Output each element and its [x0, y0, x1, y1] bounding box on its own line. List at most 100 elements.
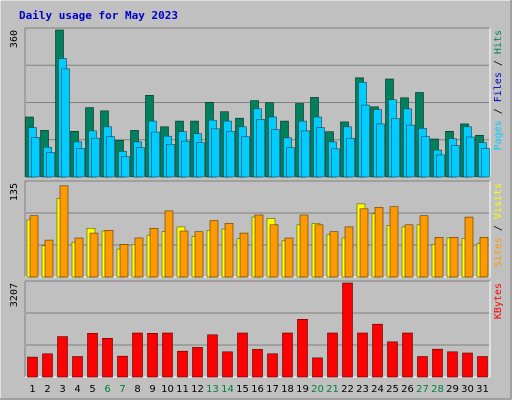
legend-entry: /	[493, 219, 504, 237]
x-axis-labels: 1 2 3 4 5 6 7 8 9 10 11 12 13 14 15 16 17 18 19 20 21 22 23 24 2…	[29, 384, 489, 395]
x-tick-label: 29	[446, 384, 459, 395]
series-legend: Sites / Visits	[493, 183, 504, 267]
bar-pages-19	[301, 130, 310, 178]
bar-kbytes-31	[477, 356, 488, 378]
legend-entry: /	[493, 102, 504, 120]
bar-kbytes-4	[72, 356, 83, 378]
bar-pages-6	[106, 136, 115, 178]
bar-pages-23	[361, 104, 370, 178]
bar-pages-10	[166, 144, 175, 178]
bar-kbytes-17	[267, 353, 278, 378]
series-pages	[31, 68, 490, 178]
x-tick-label: 10	[161, 384, 174, 395]
bar-pages-8	[136, 147, 145, 178]
bar-kbytes-7	[117, 355, 128, 378]
legend-entry: Hits	[493, 30, 504, 54]
x-tick-label: 19	[296, 384, 309, 395]
bar-pages-13	[211, 128, 220, 178]
bar-kbytes-16	[252, 349, 263, 378]
x-tick-label: 4	[74, 384, 80, 395]
bar-sites-28	[434, 237, 444, 278]
bar-kbytes-20	[312, 357, 323, 378]
bar-pages-31	[481, 148, 490, 178]
legend-entry: Pages	[493, 120, 504, 150]
bar-pages-24	[376, 123, 385, 178]
x-tick-label: 5	[89, 384, 95, 395]
x-tick-label: 16	[251, 384, 264, 395]
x-tick-label: 31	[476, 384, 489, 395]
bar-sites-27	[419, 215, 429, 278]
x-tick-label: 3	[59, 384, 65, 395]
x-tick-label: 23	[356, 384, 369, 395]
bar-sites-24	[374, 207, 384, 278]
bar-kbytes-10	[162, 332, 173, 378]
bar-kbytes-12	[192, 347, 203, 378]
x-tick-label: 28	[431, 384, 444, 395]
bar-kbytes-24	[372, 323, 383, 378]
bar-sites-29	[449, 237, 459, 278]
x-tick-label: 11	[176, 384, 189, 395]
bar-pages-4	[76, 148, 85, 178]
bar-sites-25	[389, 206, 399, 278]
bar-sites-22	[344, 226, 354, 278]
x-tick-label: 14	[221, 384, 234, 395]
bar-sites-1	[29, 215, 39, 278]
bar-sites-9	[149, 228, 159, 278]
bar-sites-16	[254, 214, 264, 278]
bar-sites-6	[104, 230, 114, 278]
bar-kbytes-18	[282, 332, 293, 378]
panel-kbytes: 3207 KBytes	[9, 280, 504, 378]
bar-kbytes-8	[132, 332, 143, 378]
series-legend: KBytes	[493, 283, 504, 319]
x-tick-label: 12	[191, 384, 204, 395]
bar-kbytes-30	[462, 352, 473, 378]
bar-sites-14	[224, 223, 234, 278]
x-tick-label: 22	[341, 384, 354, 395]
bar-sites-2	[44, 239, 54, 278]
bar-sites-18	[284, 237, 294, 278]
bar-kbytes-5	[87, 332, 98, 378]
bar-kbytes-13	[207, 334, 218, 378]
legend-entry: Files	[493, 72, 504, 102]
y-max-label: 3207	[9, 283, 20, 307]
bar-sites-4	[74, 237, 84, 278]
bar-pages-1	[31, 137, 40, 178]
bar-kbytes-26	[402, 332, 413, 378]
bar-kbytes-1	[27, 356, 38, 378]
legend-entry: /	[493, 54, 504, 72]
bar-kbytes-23	[357, 332, 368, 378]
x-tick-label: 8	[134, 384, 140, 395]
bar-sites-23	[359, 208, 369, 278]
bar-pages-5	[91, 137, 100, 178]
bar-pages-20	[316, 127, 325, 178]
bar-pages-3	[61, 68, 70, 178]
bar-sites-17	[269, 224, 279, 278]
bar-sites-7	[119, 244, 129, 278]
x-tick-label: 17	[266, 384, 279, 395]
bar-pages-16	[256, 119, 265, 178]
bar-kbytes-29	[447, 351, 458, 378]
bar-kbytes-15	[237, 332, 248, 378]
bar-pages-12	[196, 142, 205, 178]
bar-sites-11	[179, 230, 189, 278]
bar-pages-18	[286, 147, 295, 178]
bar-pages-11	[181, 140, 190, 178]
x-tick-label: 27	[416, 384, 429, 395]
bar-kbytes-9	[147, 332, 158, 378]
y-max-label: 135	[9, 183, 20, 201]
bar-kbytes-25	[387, 341, 398, 378]
bar-sites-19	[299, 214, 309, 278]
bar-sites-12	[194, 231, 204, 278]
bar-sites-20	[314, 224, 324, 278]
bar-pages-15	[241, 136, 250, 178]
bar-sites-31	[479, 237, 489, 278]
bar-pages-7	[121, 156, 130, 178]
x-tick-label: 30	[461, 384, 474, 395]
bar-kbytes-19	[297, 318, 308, 378]
bar-kbytes-3	[57, 336, 68, 378]
bar-kbytes-6	[102, 337, 113, 378]
bar-sites-8	[134, 237, 144, 278]
x-tick-label: 21	[326, 384, 339, 395]
bar-kbytes-21	[327, 332, 338, 378]
